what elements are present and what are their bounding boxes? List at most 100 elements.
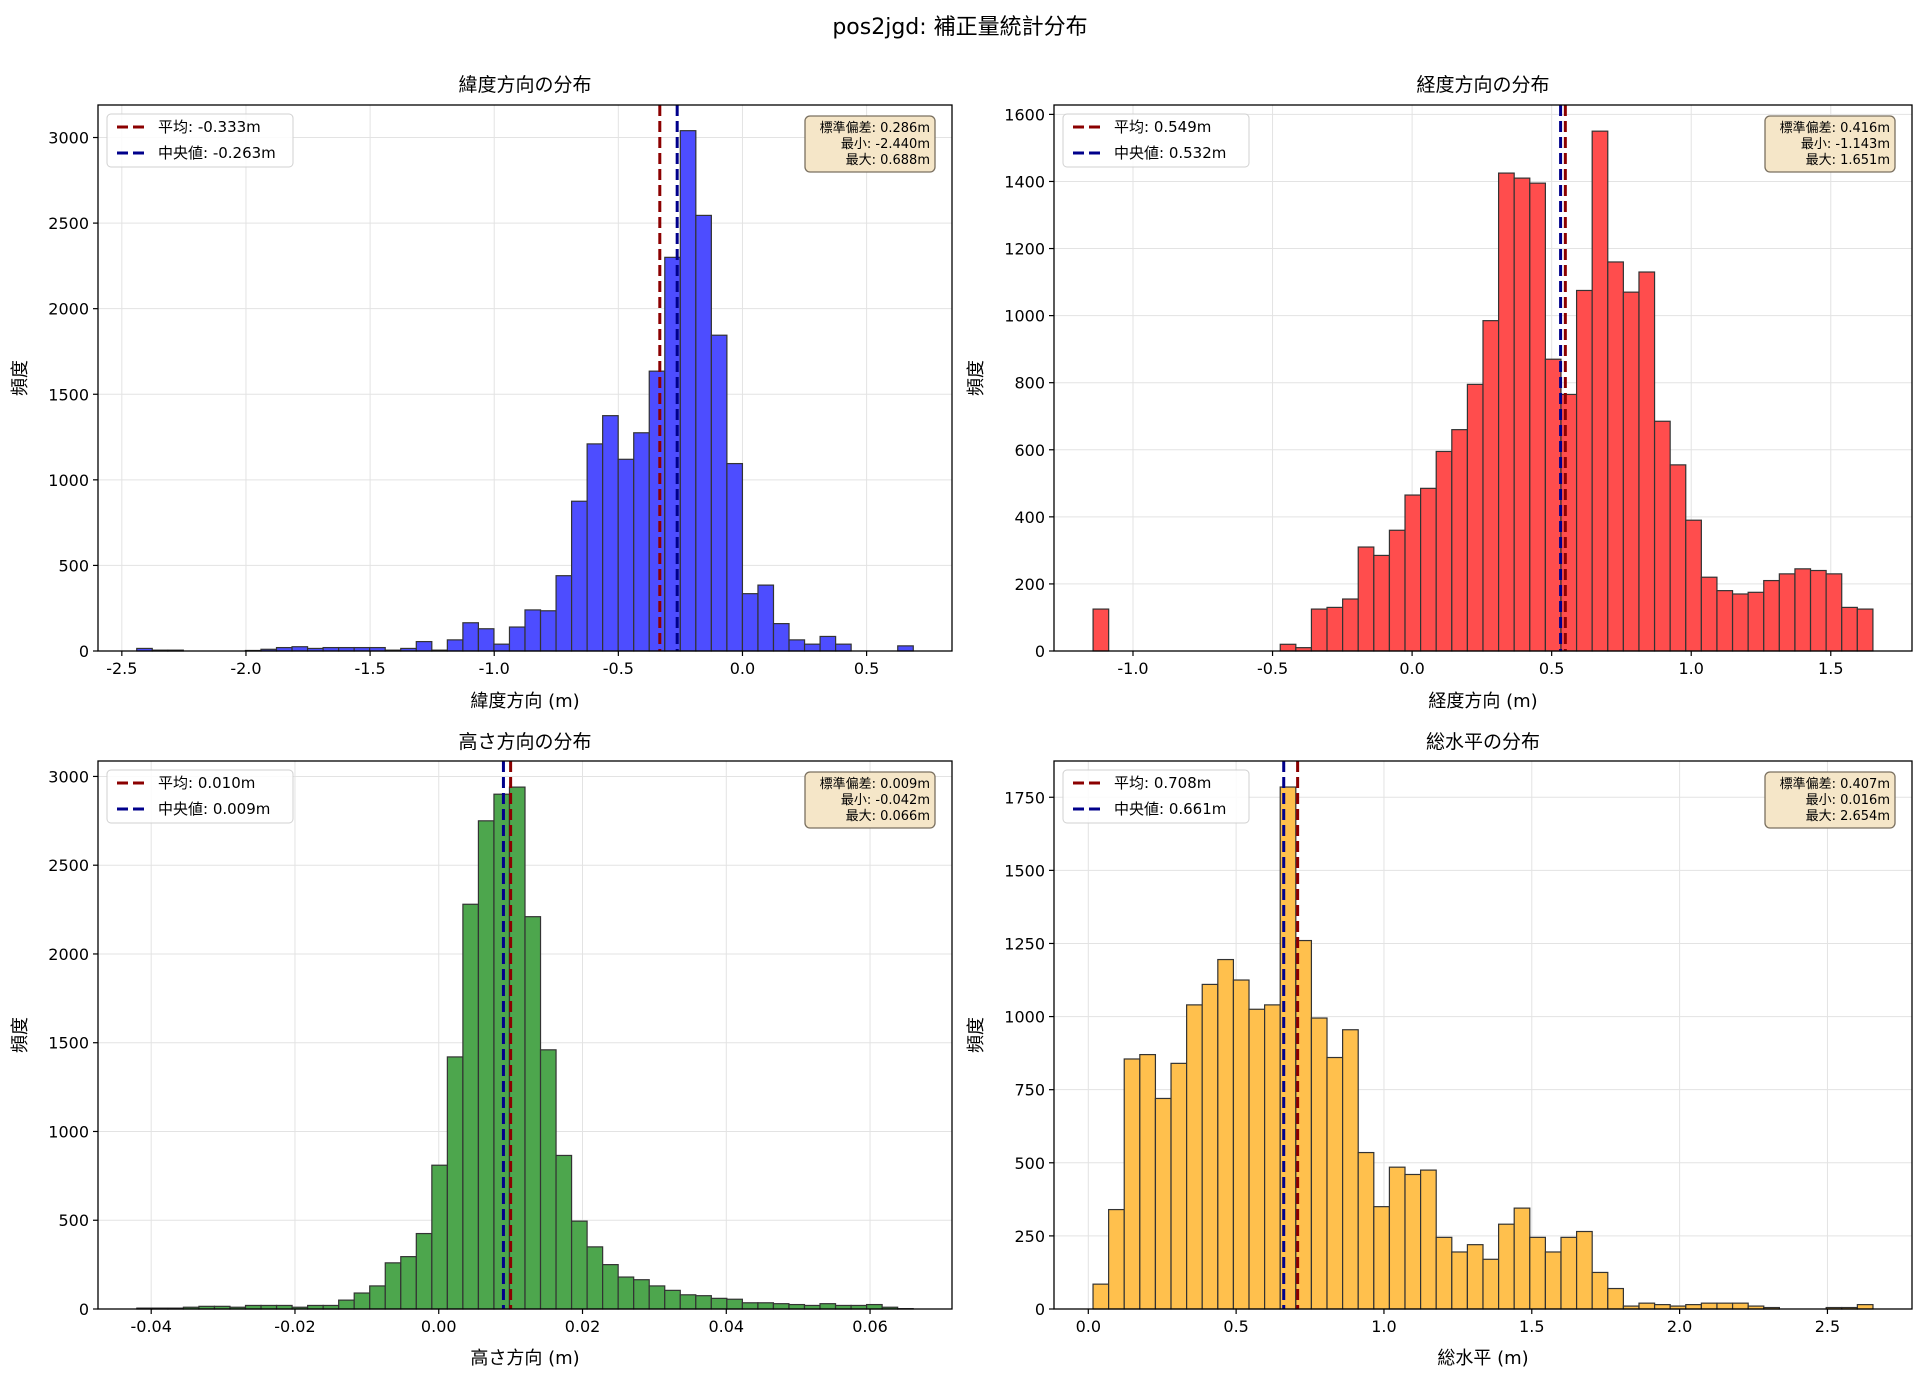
y-axis-label: 頻度 <box>966 1017 987 1053</box>
y-tick-label: 250 <box>1014 1227 1045 1246</box>
histogram-bar <box>1342 1029 1359 1310</box>
stats-line: 標準偏差: 0.286m <box>820 120 930 136</box>
histogram-bar <box>1622 291 1640 652</box>
histogram-bar <box>1154 1097 1172 1310</box>
histogram-bar <box>788 1303 806 1310</box>
histogram-bar <box>570 500 588 652</box>
histogram-bar <box>1685 1304 1702 1310</box>
histogram-bar <box>1685 519 1702 652</box>
stats-line: 最小: -1.143m <box>1801 137 1890 152</box>
y-tick-label: 2000 <box>48 945 89 964</box>
histogram-bar <box>1497 172 1515 652</box>
x-tick-label: -1.5 <box>354 659 385 678</box>
histogram-bar <box>539 610 557 652</box>
histogram-bar <box>1529 182 1546 652</box>
histogram-bar <box>819 1303 837 1310</box>
figure-title: pos2jgd: 補正量統計分布 <box>832 15 1087 40</box>
histogram-bar <box>1451 429 1469 652</box>
histogram-bar <box>757 1302 775 1310</box>
histogram-bar <box>1357 546 1375 652</box>
histogram-bar <box>1264 1004 1281 1310</box>
histogram-bar <box>1388 529 1406 652</box>
histogram-bar <box>1763 579 1780 652</box>
histogram-bar <box>1108 1208 1125 1310</box>
histogram-bar <box>477 628 495 652</box>
subplot-title: 総水平の分布 <box>1426 731 1540 753</box>
legend-mean-label: 平均: 0.549m <box>1114 118 1211 136</box>
y-tick-label: 400 <box>1014 508 1045 527</box>
histogram-bar <box>1575 1230 1593 1310</box>
histogram-bar <box>539 1049 557 1310</box>
histogram-bar <box>1700 1302 1718 1310</box>
histogram-bar <box>446 639 464 652</box>
legend: 平均: 0.708m 中央値: 0.661m <box>1062 769 1250 824</box>
histogram-bar <box>1638 1302 1656 1310</box>
histogram-bar <box>1747 591 1765 652</box>
axes-frame <box>97 760 953 1310</box>
y-tick-label: 2500 <box>48 214 89 233</box>
y-tick-label: 1250 <box>1004 934 1045 953</box>
histogram-bar <box>1653 1304 1671 1310</box>
histogram-bar <box>1513 177 1531 652</box>
histogram-bar <box>1794 568 1812 652</box>
histogram-bar <box>726 462 744 652</box>
x-tick-label: -0.02 <box>274 1317 315 1336</box>
x-tick-label: -0.5 <box>1257 659 1288 678</box>
x-tick-label: -0.5 <box>603 659 634 678</box>
legend-median-label: 中央値: 0.009m <box>158 800 270 818</box>
x-tick-label: -0.04 <box>130 1317 171 1336</box>
legend-median-label: 中央値: 0.532m <box>1114 144 1226 162</box>
stats-box-background <box>804 115 936 173</box>
y-axis-label: 頻度 <box>10 360 31 396</box>
legend-mean-label: 平均: -0.333m <box>158 118 261 136</box>
histogram-bar <box>570 1220 588 1310</box>
histogram-bar <box>1139 1053 1157 1310</box>
histogram-bar <box>617 458 635 652</box>
histogram-bar <box>695 1295 712 1310</box>
stats-box-background <box>1764 771 1896 829</box>
subplot-0: -2.5 -2.0 -1.5 -1.0 -0.5 0.0 0.5 0 500 1000 1500 20… <box>10 74 953 712</box>
x-tick-label: 0.5 <box>1223 1317 1248 1336</box>
y-tick-label: 1500 <box>48 385 89 404</box>
x-tick-label: 0.5 <box>1539 659 1564 678</box>
x-tick-label: 1.0 <box>1678 659 1703 678</box>
histogram-bar <box>1825 573 1843 652</box>
histogram-bar <box>1373 554 1391 652</box>
histogram-bar <box>865 1303 883 1310</box>
histogram-bar <box>602 1264 619 1310</box>
histogram-bar <box>1497 1223 1515 1310</box>
histogram-bar <box>1420 487 1437 652</box>
histogram-bar <box>1529 1236 1546 1310</box>
histogram-bar <box>1716 1302 1734 1310</box>
histogram-bar <box>788 639 806 652</box>
histogram-bar <box>1232 979 1250 1310</box>
y-tick-label: 1200 <box>1004 240 1045 259</box>
histogram-bar <box>819 635 837 652</box>
legend-median-label: 中央値: -0.263m <box>158 144 276 162</box>
histogram-bar <box>1388 1166 1406 1310</box>
stats-line: 最小: -0.042m <box>841 793 930 808</box>
histogram-bar <box>1482 320 1500 652</box>
legend-box <box>1062 769 1250 824</box>
y-tick-label: 2000 <box>48 300 89 319</box>
histogram-bar <box>1482 1258 1500 1310</box>
histogram-bar <box>679 130 697 652</box>
histogram-bar <box>524 609 542 652</box>
histogram-bar <box>1420 1169 1437 1310</box>
x-tick-label: 1.5 <box>1519 1317 1544 1336</box>
histogram-bar <box>633 1279 650 1310</box>
y-tick-label: 0 <box>79 642 89 661</box>
histogram-bar <box>1435 1236 1453 1310</box>
histogram-bar <box>835 643 852 652</box>
histogram-bar <box>1513 1207 1531 1310</box>
histogram-bar <box>741 593 759 652</box>
histogram-bar <box>1591 130 1609 652</box>
x-tick-label: 0.00 <box>421 1317 457 1336</box>
legend-mean-label: 平均: 0.010m <box>158 774 255 792</box>
histogram-bar <box>1451 1251 1469 1310</box>
y-tick-label: 750 <box>1014 1081 1045 1100</box>
histogram-bar <box>586 443 604 652</box>
legend: 平均: 0.010m 中央値: 0.009m <box>106 769 294 824</box>
